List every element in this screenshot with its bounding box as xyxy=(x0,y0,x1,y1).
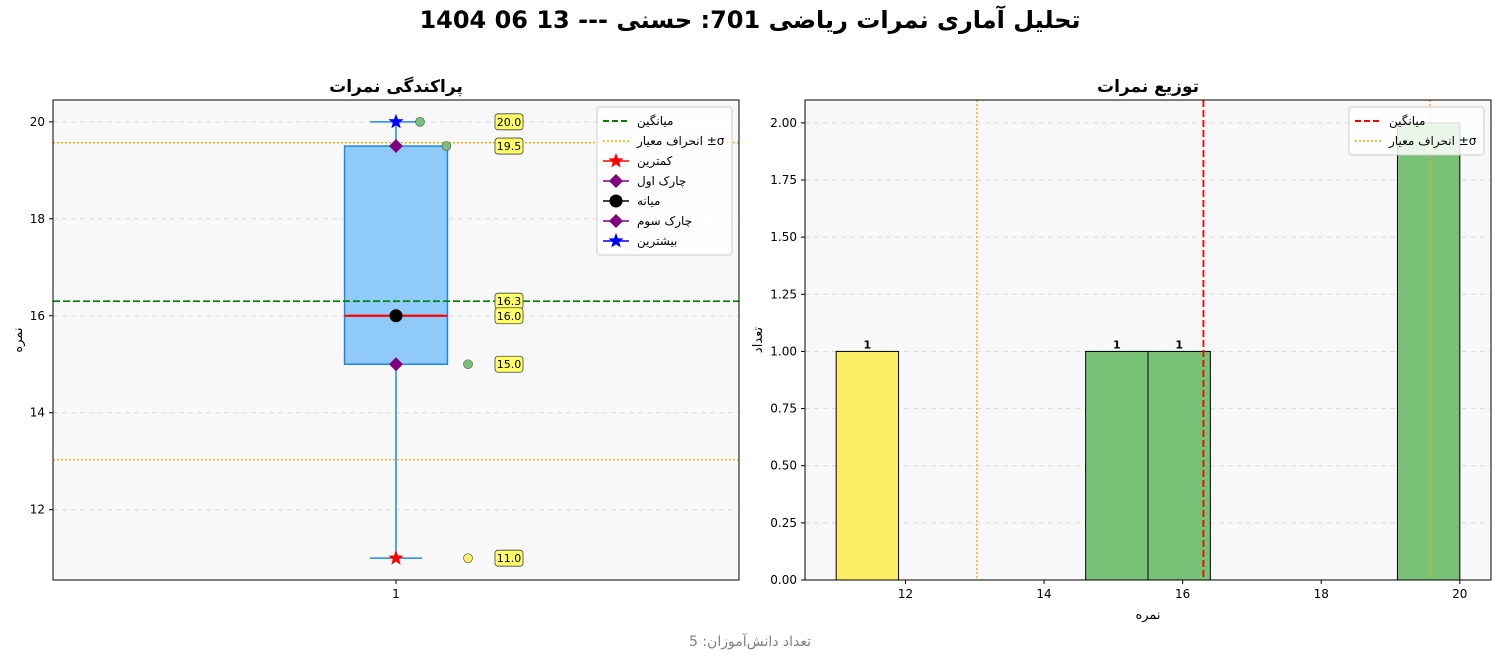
legend-diamond-marker xyxy=(609,174,623,188)
x-tick-label: 14 xyxy=(1036,587,1051,601)
y-tick-label: 2.00 xyxy=(770,116,797,130)
value-annotation: 19.5 xyxy=(497,140,522,153)
legend-label: چارک اول xyxy=(637,174,686,189)
x-tick-label: 16 xyxy=(1175,587,1190,601)
histogram-bar xyxy=(835,350,900,581)
histogram-ylabel: تعداد xyxy=(751,327,766,353)
median-circle-marker xyxy=(389,309,403,323)
legend-label: میانگین xyxy=(637,114,673,129)
legend-frame xyxy=(596,106,733,256)
legend-star-marker xyxy=(608,153,624,168)
value-annotation-box xyxy=(494,307,524,325)
boxplot-ylabel: نمره xyxy=(11,327,26,352)
value-annotation: 15.0 xyxy=(497,358,522,371)
value-annotation-box xyxy=(494,355,524,373)
y-tick-label: 0.50 xyxy=(770,459,797,473)
histogram-bar xyxy=(1085,350,1149,581)
y-tick-label: 0.00 xyxy=(770,573,797,587)
histogram-bar xyxy=(1396,122,1461,581)
bar-count-label: 1 xyxy=(1113,338,1121,351)
boxplot-panel: 20.0 19.5 16.3 16.0 15.0 11.0 12 14 16 18 20 1 پراکن… xyxy=(11,76,740,601)
student-count-footer: تعداد دانش‌آموزان: 5 xyxy=(688,634,812,650)
value-annotation-box xyxy=(494,113,524,131)
legend-label: بیشترین xyxy=(637,234,677,249)
legend-label: کمترین xyxy=(637,154,673,169)
data-point xyxy=(463,359,473,370)
legend-label: انحراف معیار ±σ xyxy=(1388,134,1477,149)
legend-label: میانه xyxy=(637,194,660,208)
value-annotation: 20.0 xyxy=(497,116,522,129)
figure-title: تحلیل آماری نمرات ریاضی 701: حسنی --- 13… xyxy=(419,6,1081,34)
histogram-title: توزیع نمرات xyxy=(1097,77,1199,97)
legend-star-marker xyxy=(608,233,624,248)
x-tick-label: 1 xyxy=(392,587,400,601)
data-point xyxy=(463,553,473,563)
y-tick-label: 0.25 xyxy=(770,516,797,530)
data-point xyxy=(415,117,425,127)
y-tick-label: 14 xyxy=(30,406,45,420)
q1-diamond-marker xyxy=(389,357,403,372)
y-tick-label: 0.75 xyxy=(770,402,797,416)
y-tick-label: 1.25 xyxy=(770,287,797,301)
legend-label: میانگین xyxy=(1389,114,1425,129)
y-tick-label: 16 xyxy=(30,309,45,323)
histogram-xlabel: نمره xyxy=(1135,608,1160,623)
plot-frame xyxy=(804,99,1492,581)
max-star-marker xyxy=(388,113,404,129)
legend-frame xyxy=(1348,106,1485,156)
y-tick-label: 18 xyxy=(30,212,45,226)
histogram-panel: 1 1 1 0.00 0.25 0.50 0.75 1.00 1.25 1.50 1.75 2.00 1… xyxy=(751,77,1492,623)
value-annotation: 16.0 xyxy=(497,310,522,323)
min-star-marker xyxy=(388,550,404,565)
y-tick-label: 20 xyxy=(30,115,45,129)
x-tick-label: 20 xyxy=(1452,587,1467,601)
boxplot-title: پراکندگی نمرات xyxy=(329,76,463,97)
bar-count-label: 1 xyxy=(864,338,872,351)
value-annotation-box xyxy=(494,137,524,155)
data-point xyxy=(441,141,452,151)
x-tick-label: 12 xyxy=(898,587,913,601)
iqr-box xyxy=(343,145,449,365)
legend-label: انحراف معیار ±σ xyxy=(636,134,725,149)
legend-circle-marker xyxy=(609,194,623,208)
bar-count-label: 1 xyxy=(1175,338,1183,351)
y-tick-label: 12 xyxy=(30,503,45,517)
value-annotation: 16.3 xyxy=(497,295,522,308)
q3-diamond-marker xyxy=(389,139,403,154)
y-tick-label: 1.75 xyxy=(770,173,797,187)
value-annotation: 11.0 xyxy=(497,552,522,565)
x-tick-label: 18 xyxy=(1314,587,1329,601)
y-tick-label: 1.00 xyxy=(770,344,797,358)
legend-diamond-marker xyxy=(609,214,623,228)
legend-label: چارک سوم xyxy=(637,214,692,229)
y-tick-label: 1.50 xyxy=(770,230,797,244)
histogram-bar xyxy=(1147,350,1211,581)
value-annotation-box xyxy=(494,549,524,567)
